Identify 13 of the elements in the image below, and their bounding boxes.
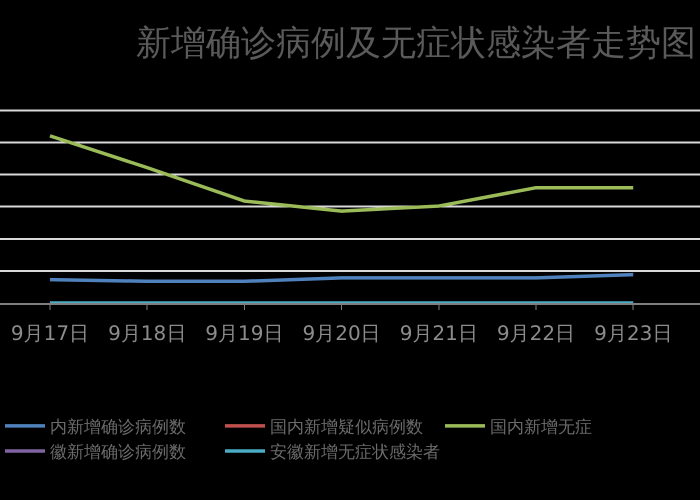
chart-title: 新增确诊病例及无症状感染者走势图 xyxy=(136,23,696,64)
x-tick-label: 9月22日 xyxy=(496,320,576,345)
legend-label: 国内新增无症 xyxy=(490,417,592,438)
x-tick-label: 9月17日 xyxy=(10,320,90,345)
x-tick-label: 9月18日 xyxy=(108,320,186,345)
legend-label: 国内新增疑似病例数 xyxy=(270,417,423,438)
x-tick-label: 9月23日 xyxy=(594,320,672,345)
x-tick-label: 9月19日 xyxy=(205,320,284,345)
legend-label: 安徽新增无症状感染者 xyxy=(270,442,440,463)
x-tick-label: 9月21日 xyxy=(400,320,478,345)
legend-label: 徽新增确诊病例数 xyxy=(50,442,186,463)
legend-label: 内新增确诊病例数 xyxy=(50,417,186,438)
x-tick-label: 9月20日 xyxy=(302,320,381,345)
